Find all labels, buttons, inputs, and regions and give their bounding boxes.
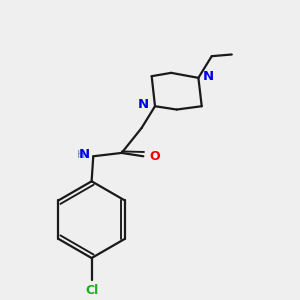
Text: H: H	[76, 150, 85, 160]
Text: Cl: Cl	[85, 284, 98, 297]
Text: N: N	[138, 98, 149, 111]
Text: N: N	[203, 70, 214, 83]
Text: N: N	[79, 148, 90, 161]
Text: O: O	[149, 150, 160, 163]
